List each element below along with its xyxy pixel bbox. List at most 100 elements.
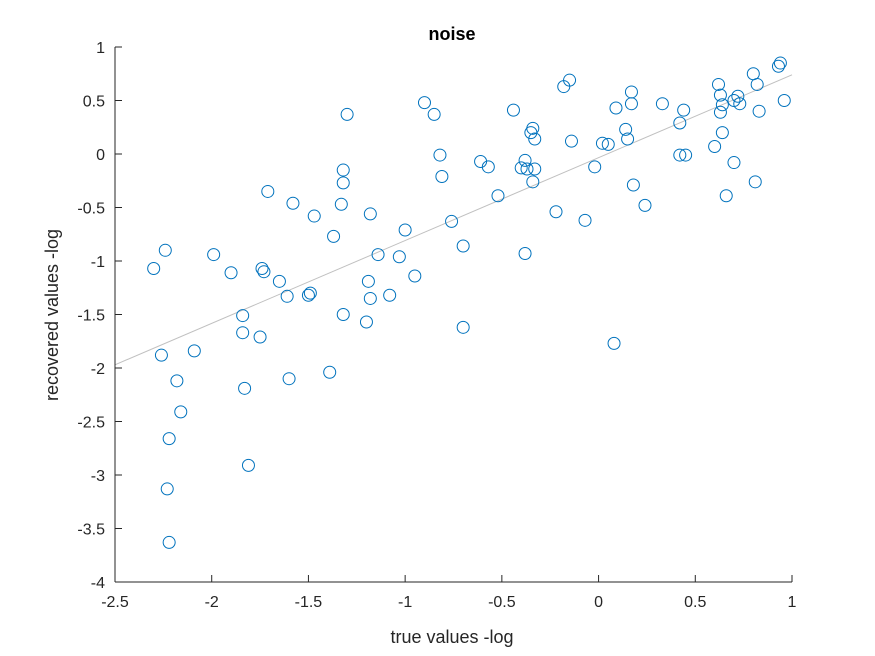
data-point [619,122,633,136]
data-point [280,289,294,303]
data-point [520,162,534,176]
data-point [655,97,669,111]
data-point [359,315,373,329]
data-point [272,274,286,288]
data-point [526,175,540,189]
y-tick-label: -2 [91,361,105,378]
data-point [187,344,201,358]
data-point [624,85,638,99]
data-point [713,88,727,102]
data-point [777,94,791,107]
y-tick-label: -3 [91,468,105,485]
data-point [677,103,691,117]
data-point [147,261,161,275]
data-point [491,189,505,203]
data-point [327,229,341,243]
data-point [398,223,412,237]
data-point [456,320,470,334]
y-tick-label: -0.5 [77,201,105,218]
data-point [257,265,271,279]
data-point [286,196,300,210]
data-point [711,77,725,91]
data-point [748,175,762,189]
data-point [361,274,375,288]
fit-line [114,74,793,366]
data-point [334,197,348,211]
data-point [715,126,729,140]
data-point [371,248,385,262]
data-point [236,309,250,323]
x-tick-label: -2 [205,594,219,611]
data-point [162,432,176,446]
data-point [518,247,532,261]
data-point [238,381,252,395]
x-tick-label: -1.5 [295,594,323,611]
data-point [621,132,635,146]
data-point [456,239,470,253]
data-point [427,107,441,121]
chart-title: noise [428,24,475,44]
data-point [336,163,350,177]
data-point [528,132,542,146]
data-point [224,266,238,280]
data-point [170,374,184,388]
data-point [773,56,787,70]
data-point [336,308,350,321]
x-axis-label: true values -log [390,627,513,647]
y-tick-label: 0.5 [83,94,105,111]
data-point [514,161,528,175]
x-tick-label: 0 [594,594,603,611]
x-tick-label: 1 [788,594,797,611]
y-tick-label: 0 [96,147,105,164]
data-point [154,348,168,362]
data-point [771,59,785,73]
data-point [340,107,354,121]
data-point [392,250,406,264]
y-tick-label: 1 [96,40,105,57]
y-tick-label: -4 [91,575,105,592]
data-point [731,89,745,103]
data-point [307,209,321,223]
data-point [727,156,741,170]
data-point [526,121,540,135]
data-point [750,77,764,91]
y-tick-label: -1 [91,254,105,271]
data-point [638,198,652,212]
data-point [528,162,542,176]
data-point [417,96,431,110]
y-tick-label: -2.5 [77,415,105,432]
data-point [733,97,747,111]
data-point [301,288,315,302]
data-point [624,97,638,111]
data-point [255,261,269,275]
data-point [626,178,640,192]
data-point [383,288,397,302]
data-point [241,458,255,472]
data-point [609,101,623,115]
data-point [303,286,317,300]
y-tick-label: -1.5 [77,308,105,325]
data-point [207,248,221,262]
data-point [282,372,296,386]
data-point [363,291,377,305]
x-tick-label: -0.5 [488,594,516,611]
data-point [481,160,495,174]
data-point [158,243,172,257]
data-point [518,153,532,167]
data-point [607,336,621,350]
x-tick-label: -2.5 [101,594,129,611]
x-tick-label: 0.5 [684,594,706,611]
data-point [433,148,447,162]
data-point [253,330,267,344]
data-point [445,214,459,228]
data-point [564,134,578,148]
data-point [578,213,592,227]
data-point [708,140,722,154]
data-point [752,104,766,118]
data-point [174,405,188,419]
y-tick-label: -3.5 [77,522,105,539]
data-point [549,205,563,219]
data-point [160,482,174,496]
